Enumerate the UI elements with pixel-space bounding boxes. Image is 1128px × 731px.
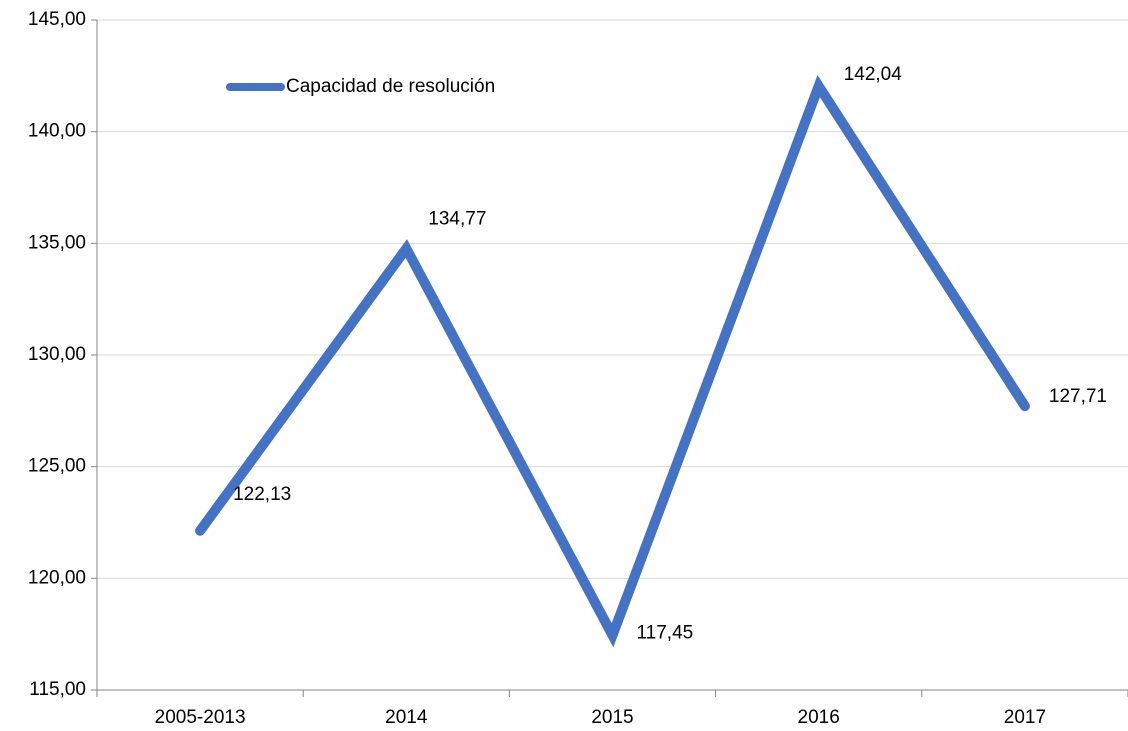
x-tick-label: 2005-2013 [155,707,246,728]
data-label: 142,04 [844,64,903,85]
x-tick-label: 2015 [591,707,633,728]
y-tick-label: 130,00 [28,344,86,365]
y-tick-label: 135,00 [28,232,86,253]
y-tick-label: 140,00 [28,121,86,142]
x-tick-label: 2016 [798,707,840,728]
data-label: 127,71 [1049,386,1107,407]
series-line [195,75,1030,648]
x-tick-label: 2014 [385,707,428,728]
data-label: 117,45 [637,622,694,643]
data-label: 122,13 [233,484,291,505]
x-tick-label: 2017 [1004,707,1046,728]
y-tick-label: 125,00 [28,456,86,477]
y-tick-label: 115,00 [29,679,86,700]
y-tick-label: 120,00 [28,567,86,588]
data-label: 134,77 [428,208,486,229]
legend-label: Capacidad de resolución [286,76,495,97]
y-tick-label: 145,00 [28,9,86,30]
